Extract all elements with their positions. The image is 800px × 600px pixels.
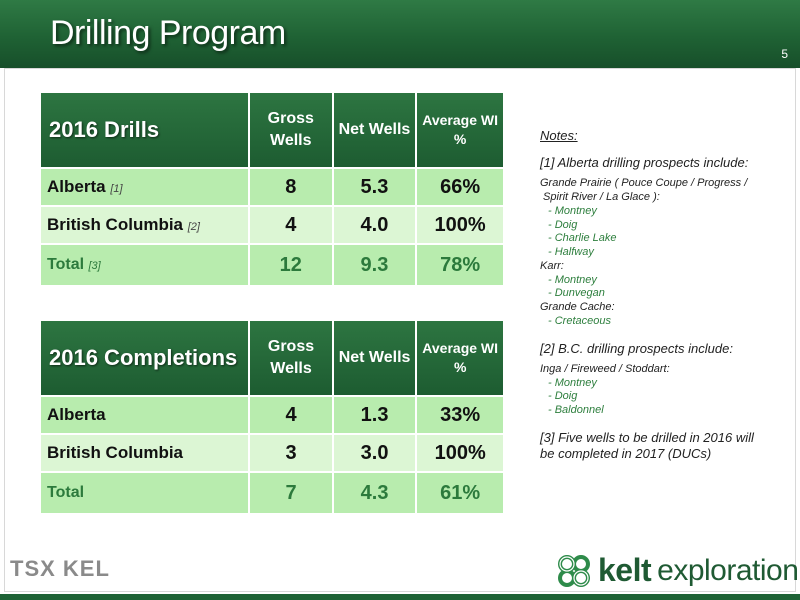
gross-wells-cell: 4 [249,207,332,243]
notes-panel: Notes: [1] Alberta drilling prospects in… [540,128,790,468]
note-line: Grande Cache: [540,301,615,313]
average-wi-cell: 66% [417,169,503,205]
col-gross-wells: Gross Wells [249,93,332,167]
table-row: British Columbia [2] 4 4.0 100% [41,207,503,243]
col-net-wells: Net Wells [333,321,416,395]
footer-bar [0,594,800,600]
average-wi-cell: 78% [417,245,503,285]
note-line: - Montney [548,204,597,217]
average-wi-cell: 61% [417,473,503,513]
table-row-total: Total 7 4.3 61% [41,473,503,513]
note-line: - Charlie Lake [548,232,617,245]
drills-header-row: 2016 Drills Gross Wells Net Wells Averag… [41,93,503,167]
table-row: British Columbia 3 3.0 100% [41,435,503,471]
note-2-details: Inga / Fireweed / Stoddart: - Montney - … [540,363,790,418]
note-line: - Baldonnel [548,404,604,416]
note-1-details: Grande Prairie ( Pouce Coupe / Progress … [540,177,790,328]
note-line: - Doig [548,218,578,231]
net-wells-cell: 4.3 [333,473,416,513]
header-bar: Drilling Program 5 [0,0,800,68]
completions-header-row: 2016 Completions Gross Wells Net Wells A… [41,321,503,395]
table-row-total: Total [3] 12 9.3 78% [41,245,503,285]
note-line: - Doig [548,390,578,403]
footnote-ref: [3] [88,260,101,272]
slide-number: 5 [781,47,788,61]
logo-kelt-text: kelt [598,552,652,588]
col-average-wi: Average WI % [417,321,503,395]
footnote-ref: [2] [187,221,200,233]
note-line: - Dunvegan [548,287,605,300]
completions-table-title: 2016 Completions [41,321,249,395]
note-line: Karr: [540,259,564,272]
net-wells-cell: 4.0 [333,207,416,243]
note-2-heading: [2] B.C. drilling prospects include: [540,340,733,356]
page-title: Drilling Program [50,14,286,52]
col-net-wells: Net Wells [333,93,416,167]
tsx-kel-logo: TSX KEL [10,556,110,581]
note-line: - Cretaceous [548,314,611,327]
note-line: Spirit River / La Glace ): [540,191,660,203]
note-line: - Montney [548,273,597,286]
row-label: Total [41,473,249,513]
gross-wells-cell: 3 [250,435,332,471]
note-line: - Montney [548,376,597,389]
footnote-ref: [1] [110,183,123,195]
table-row: Alberta [1] 8 5.3 66% [41,169,503,205]
average-wi-cell: 100% [417,207,503,243]
gross-wells-cell: 12 [249,245,332,285]
net-wells-cell: 5.3 [333,169,416,205]
completions-table: 2016 Completions Gross Wells Net Wells A… [39,319,505,515]
drills-table-title: 2016 Drills [41,93,248,167]
row-label: Total [3] [41,245,248,285]
average-wi-cell: 33% [417,397,503,433]
net-wells-cell: 3.0 [333,435,416,471]
gross-wells-cell: 8 [249,169,332,205]
content-frame [4,68,796,592]
row-label: Alberta [41,397,249,433]
kelt-exploration-logo: kelt exploration [556,552,799,589]
col-gross-wells: Gross Wells [250,321,332,395]
net-wells-cell: 1.3 [333,397,416,433]
note-line: Inga / Fireweed / Stoddart: [540,362,670,375]
average-wi-cell: 100% [417,435,503,471]
row-label: British Columbia [2] [41,207,248,243]
celtic-knot-icon [558,554,590,587]
notes-title: Notes: [540,128,578,143]
drills-table: 2016 Drills Gross Wells Net Wells Averag… [39,91,505,287]
gross-wells-cell: 7 [250,473,332,513]
note-3: [3] Five wells to be drilled in 2016 wil… [540,429,754,461]
note-1-heading: [1] Alberta drilling prospects include: [540,155,749,170]
gross-wells-cell: 4 [250,397,332,433]
note-line: Grande Prairie ( Pouce Coupe / Progress … [540,177,748,190]
logo-exploration-text: exploration [657,553,799,587]
note-line: - Halfway [548,246,594,258]
net-wells-cell: 9.3 [333,245,416,285]
table-row: Alberta 4 1.3 33% [41,397,503,433]
row-label: British Columbia [41,435,249,471]
row-label: Alberta [1] [41,169,248,205]
col-average-wi: Average WI % [417,93,503,167]
